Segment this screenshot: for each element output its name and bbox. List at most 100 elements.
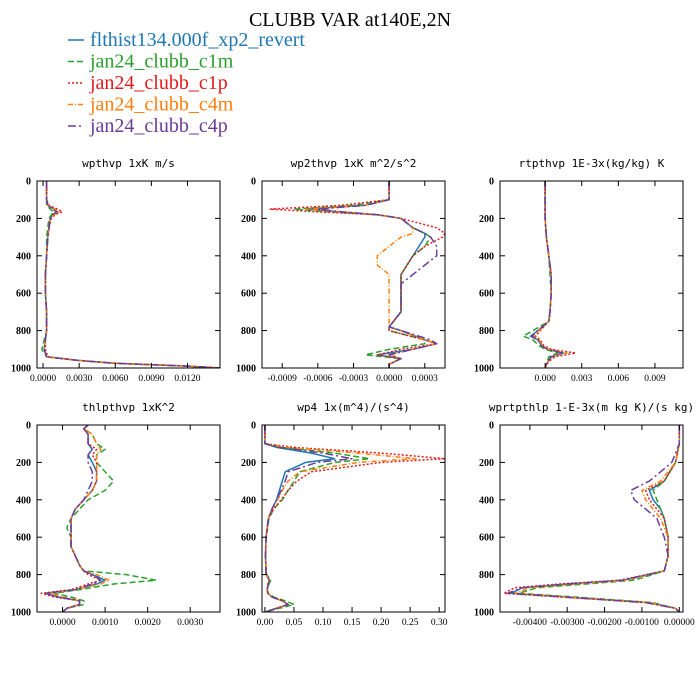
series-line (506, 425, 681, 612)
series-group (264, 425, 445, 612)
x-tick-label: 0.0060 (102, 374, 128, 384)
y-tick-label: 800 (16, 570, 31, 581)
x-tick-label: -0.00100 (625, 618, 659, 628)
legend-item: flthist134.000f_xp2_revert (68, 29, 305, 51)
y-tick-label: 1000 (11, 608, 31, 619)
panel-title: wpthvp 1xK m/s (82, 157, 175, 170)
panel: thlpthvp 1xK^2 0 200 400 600 800 1000 0.0000 0.0… (11, 401, 221, 628)
series-line (514, 425, 681, 612)
x-tick-label: -0.0006 (303, 374, 333, 384)
x-tick-label: 0.0000 (49, 618, 75, 628)
y-tick-label: 800 (241, 326, 256, 337)
legend: flthist134.000f_xp2_revertjan24_clubb_c1… (68, 29, 305, 137)
y-tick-label: 600 (241, 289, 256, 300)
y-tick-label: 1000 (474, 364, 494, 375)
y-tick-label: 800 (16, 326, 31, 337)
y-tick-label: 0 (26, 421, 31, 432)
y-tick-label: 800 (241, 570, 256, 581)
plot-frame (36, 424, 221, 613)
series-line (534, 181, 577, 368)
legend-label: flthist134.000f_xp2_revert (90, 29, 305, 51)
y-tick-label: 400 (241, 495, 256, 506)
series-line (530, 181, 563, 368)
panel: wprtpthlp 1-E-3x(m kg K)/(s kg) 0 200 400 60… (474, 401, 695, 628)
x-tick-label: 0.006 (608, 374, 630, 384)
y-tick-label: 400 (479, 495, 494, 506)
y-tick-label: 400 (16, 495, 31, 506)
y-tick-label: 200 (16, 458, 31, 469)
series-line (269, 181, 445, 368)
series-group (522, 181, 577, 368)
y-tick-label: 0 (489, 421, 494, 432)
x-tick-label: 0.0000 (376, 374, 402, 384)
series-line (305, 181, 438, 368)
legend-item: jan24_clubb_c1p (68, 72, 228, 94)
x-tick-label: -0.00200 (588, 618, 622, 628)
x-tick-label: 0.009 (644, 374, 666, 384)
plot-frame (261, 424, 446, 613)
series-group (502, 425, 681, 612)
figure-title: CLUBB VAR at140E,2N (249, 9, 451, 31)
x-tick-label: 0.0010 (92, 618, 118, 628)
legend-label: jan24_clubb_c4p (89, 115, 228, 137)
legend-label: jan24_clubb_c4m (89, 94, 234, 116)
x-tick-label: 0.0000 (30, 374, 56, 384)
x-tick-label: -0.0003 (339, 374, 369, 384)
series-line (40, 425, 102, 612)
legend-label: jan24_clubb_c1m (89, 51, 234, 73)
series-group (41, 181, 220, 368)
x-tick-label: 0.0120 (174, 374, 200, 384)
x-tick-label: 0.00000 (664, 618, 695, 628)
x-tick-label: 0.0020 (135, 618, 161, 628)
panel-title: wp2thvp 1xK m^2/s^2 (291, 157, 417, 170)
series-line (49, 425, 111, 612)
x-tick-label: 0.30 (431, 618, 448, 628)
x-tick-label: 0.05 (286, 618, 303, 628)
y-tick-label: 1000 (474, 608, 494, 619)
x-tick-label: 0.0030 (66, 374, 92, 384)
y-tick-label: 1000 (236, 364, 256, 375)
y-tick-label: 200 (241, 214, 256, 225)
y-tick-label: 600 (16, 533, 31, 544)
legend-item: jan24_clubb_c1m (68, 51, 234, 73)
legend-item: jan24_clubb_c4p (68, 115, 228, 137)
x-tick-label: 0.003 (571, 374, 593, 384)
y-tick-label: 600 (241, 533, 256, 544)
panel: rtpthvp 1E-3x(kg/kg) K 0 200 400 600 800 1000 0… (474, 157, 684, 384)
x-tick-label: -0.00400 (513, 618, 547, 628)
series-line (317, 181, 438, 368)
x-tick-label: 0.0090 (138, 374, 164, 384)
series-line (44, 181, 220, 368)
plot-frame (499, 180, 684, 369)
y-tick-label: 600 (479, 289, 494, 300)
y-tick-label: 400 (479, 251, 494, 262)
x-tick-label: 0.0030 (177, 618, 203, 628)
panel-title: thlpthvp 1xK^2 (82, 401, 175, 414)
x-tick-label: 0.10 (315, 618, 332, 628)
y-tick-label: 200 (16, 214, 31, 225)
series-group (40, 425, 157, 612)
y-tick-label: 1000 (236, 608, 256, 619)
series-group (269, 181, 445, 368)
series-line (44, 425, 102, 612)
x-tick-label: 0.00 (257, 618, 274, 628)
x-tick-label: 0.20 (373, 618, 390, 628)
y-tick-label: 800 (479, 570, 494, 581)
x-tick-label: -0.00300 (550, 618, 584, 628)
y-tick-label: 1000 (11, 364, 31, 375)
y-tick-label: 200 (479, 458, 494, 469)
y-tick-label: 200 (479, 214, 494, 225)
panel-title: rtpthvp 1E-3x(kg/kg) K (519, 157, 665, 170)
y-tick-label: 0 (489, 177, 494, 188)
x-tick-label: 0.000 (534, 374, 556, 384)
y-tick-label: 0 (251, 177, 256, 188)
series-line (43, 181, 220, 368)
panel-title: wp4 1x(m^4)/(s^4) (297, 401, 410, 414)
panel-title: wprtpthlp 1-E-3x(m kg K)/(s kg) (489, 401, 694, 414)
panel: wp2thvp 1xK m^2/s^2 0 200 400 600 800 1000 -0.0… (236, 157, 446, 384)
plot-frame (36, 180, 221, 369)
series-line (264, 425, 417, 612)
